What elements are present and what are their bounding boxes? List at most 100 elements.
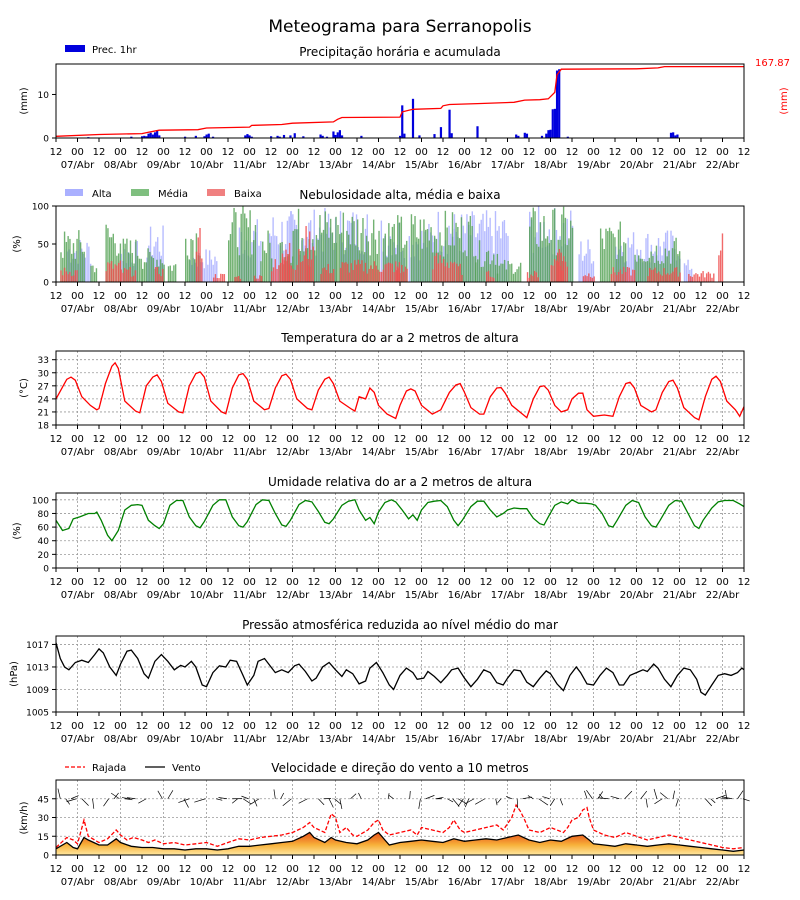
x-date-label: 14/Abr — [362, 160, 396, 171]
x-tick-label: 12 — [308, 721, 321, 732]
x-tick-label: 12 — [652, 721, 665, 732]
x-date-label: 22/Abr — [706, 590, 740, 601]
x-tick-label: 00 — [329, 147, 342, 158]
cloud-bar-media — [347, 234, 350, 282]
x-date-label: 21/Abr — [663, 447, 697, 458]
x-tick-label: 12 — [695, 864, 708, 875]
wind-arrow — [126, 797, 136, 800]
cloud-bar-baixa — [310, 259, 313, 282]
cloud-bar-media — [388, 223, 390, 282]
cloud-bar-media — [471, 226, 473, 282]
legend-alta-label: Alta — [92, 189, 112, 200]
x-tick-label: 00 — [71, 434, 84, 445]
cloud-bar-media — [469, 215, 472, 282]
x-tick-label: 00 — [243, 434, 256, 445]
legend-media-swatch — [131, 189, 149, 196]
cloud-bar-baixa — [119, 260, 122, 282]
cloud-bar-baixa — [612, 267, 614, 282]
cloud-bar-media — [393, 224, 395, 282]
cloud-bar-alta — [274, 235, 276, 282]
cloud-bar-alta — [631, 244, 633, 282]
cloud-bar-baixa — [343, 262, 345, 282]
cloud-bar-baixa — [665, 274, 667, 282]
cloud-bar-baixa — [718, 255, 720, 282]
cloud-bar-media — [512, 273, 515, 282]
cloud-bar-alta — [153, 246, 155, 282]
y-tick-label: 18 — [38, 422, 50, 432]
x-tick-label: 00 — [587, 147, 600, 158]
cloud-bar-media — [173, 265, 175, 282]
wind-arrow — [542, 796, 550, 800]
cloud-bar-baixa — [352, 269, 354, 282]
x-tick-label: 12 — [695, 147, 708, 158]
x-date-label: 17/Abr — [491, 590, 525, 601]
cloud-bar-alta — [494, 211, 497, 282]
cloud-bar-media — [636, 261, 638, 282]
cloud-bar-baixa — [382, 269, 385, 282]
cloud-bar-media — [129, 240, 132, 282]
cloud-bar-media — [505, 269, 508, 282]
cloud-bar-alta — [482, 213, 484, 282]
x-date-label: 20/Abr — [620, 304, 654, 315]
x-tick-label: 12 — [179, 721, 192, 732]
temp-ylabel: (°C) — [19, 378, 30, 398]
cloud-bar-baixa — [434, 255, 436, 282]
cloud-bar-baixa — [156, 266, 159, 282]
cloud-bar-baixa — [593, 276, 595, 282]
wind-title: Velocidade e direção do vento a 10 metro… — [271, 761, 528, 775]
cloud-bar-baixa — [201, 258, 203, 282]
cloud-bar-media — [410, 214, 413, 282]
x-tick-label: 12 — [308, 434, 321, 445]
cloud-bar-baixa — [331, 273, 333, 282]
precip-bar — [321, 135, 324, 138]
x-tick-label: 00 — [630, 864, 643, 875]
cloud-bar-media — [188, 259, 190, 282]
cloud-bar-alta — [339, 211, 342, 282]
y-tick-label: 30 — [38, 369, 50, 379]
x-tick-label: 12 — [50, 577, 63, 588]
x-tick-label: 00 — [286, 291, 299, 302]
cloud-bar-media — [467, 221, 470, 282]
cloud-bar-baixa — [649, 267, 651, 282]
cloud-bar-media — [269, 242, 271, 282]
cloud-bar-baixa — [329, 273, 331, 282]
x-date-label: 20/Abr — [620, 447, 654, 458]
x-tick-label: 12 — [738, 577, 751, 588]
cloud-bar-baixa — [212, 277, 215, 282]
cloud-bar-media — [369, 255, 371, 282]
wind-arrow — [218, 797, 227, 800]
wind-arrow — [157, 790, 163, 799]
x-tick-label: 00 — [544, 577, 557, 588]
wind-arrow — [640, 790, 648, 799]
cloud-bar-alta — [645, 238, 647, 282]
wind-arrow — [559, 798, 564, 806]
precip-title: Precipitação horária e acumulada — [299, 45, 501, 59]
cloud-bar-baixa — [404, 266, 407, 282]
cloud-bar-media — [360, 232, 362, 282]
cloud-bar-alta — [489, 217, 491, 282]
x-tick-label: 12 — [308, 864, 321, 875]
cloud-bar-baixa — [459, 263, 461, 282]
cloud-bar-media — [516, 269, 518, 282]
cloud-bar-baixa — [60, 270, 62, 282]
cloud-bar-baixa — [272, 267, 275, 282]
cloud-bar-baixa — [661, 275, 663, 282]
x-date-label: 13/Abr — [319, 304, 353, 315]
precip-bar — [194, 135, 197, 138]
cloud-bar-baixa — [626, 267, 629, 282]
x-tick-label: 00 — [372, 577, 385, 588]
y-tick-label: 0 — [43, 852, 49, 862]
x-tick-label: 12 — [523, 147, 536, 158]
cloud-bar-media — [301, 237, 303, 282]
x-tick-label: 00 — [415, 577, 428, 588]
cloud-bar-alta — [592, 261, 595, 282]
x-date-label: 16/Abr — [448, 590, 482, 601]
x-tick-label: 12 — [265, 147, 278, 158]
x-date-label: 10/Abr — [190, 160, 224, 171]
x-date-label: 17/Abr — [491, 877, 525, 888]
cloud-bar-media — [346, 230, 348, 282]
x-tick-label: 00 — [157, 147, 170, 158]
precip-bar — [332, 131, 335, 138]
cloud-bar-alta — [689, 269, 691, 282]
cloud-bar-alta — [210, 259, 213, 282]
